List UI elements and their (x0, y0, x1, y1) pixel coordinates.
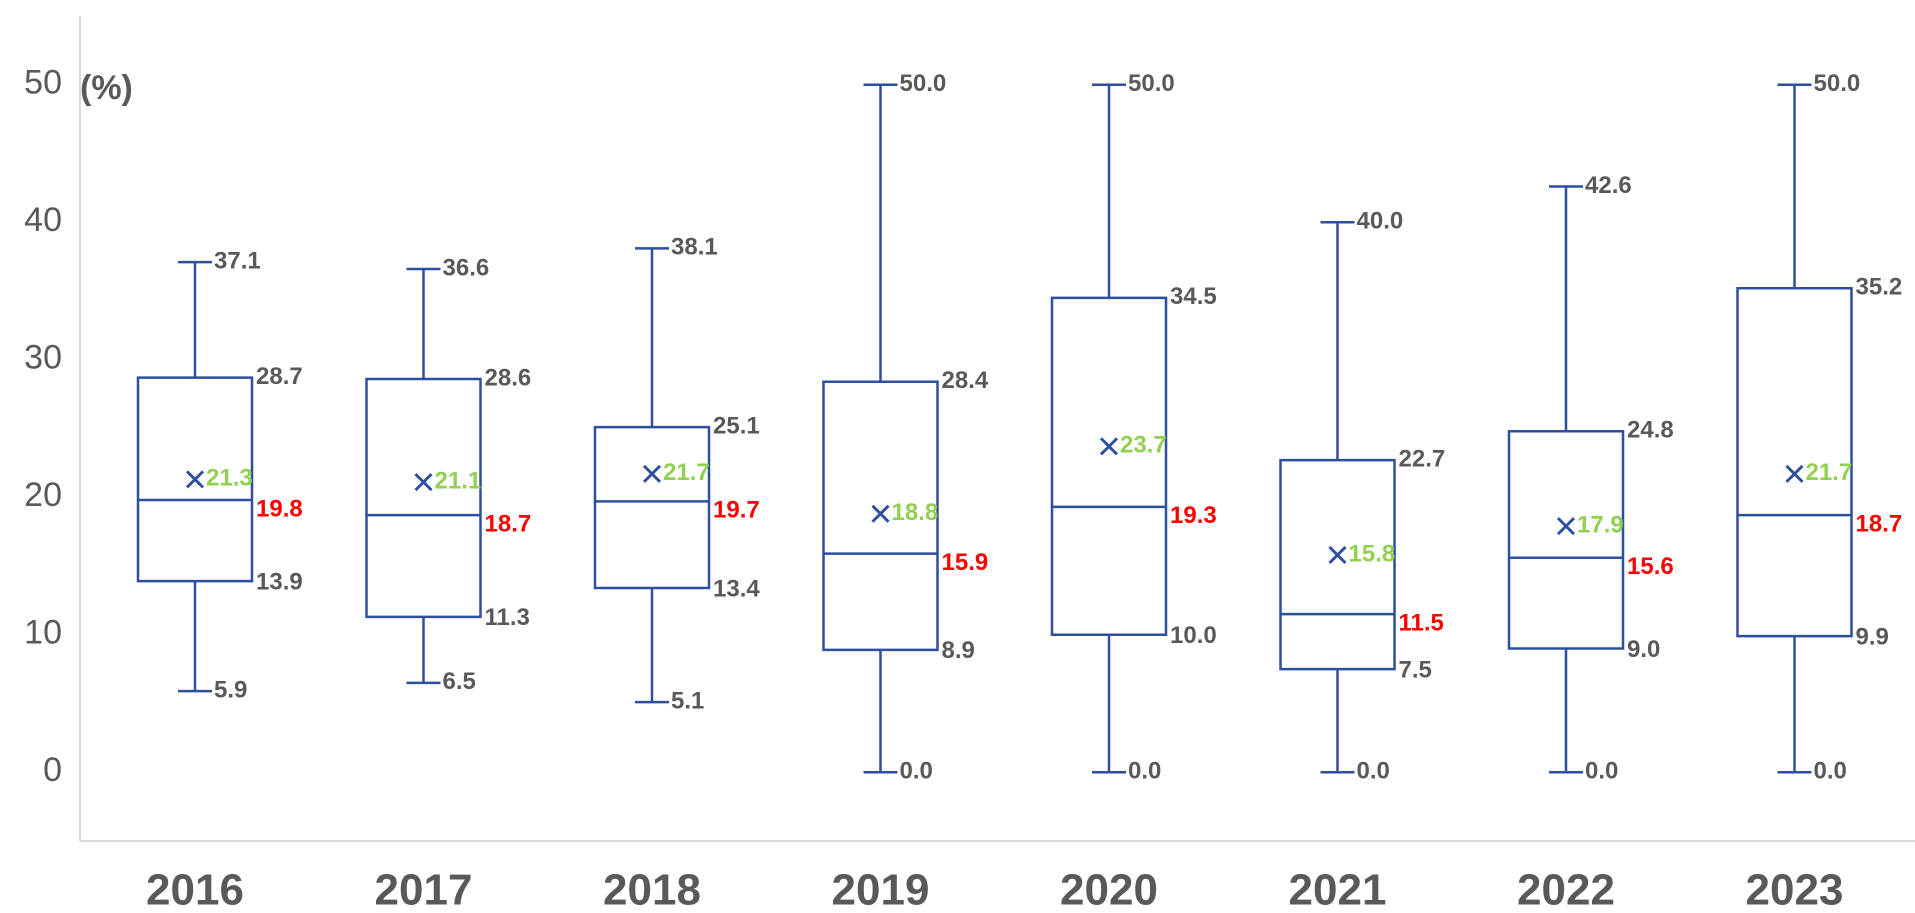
q3-label: 34.5 (1170, 283, 1217, 310)
x-tick-label: 2016 (146, 866, 244, 913)
min-label: 6.5 (443, 668, 476, 695)
median-label: 19.3 (1170, 502, 1217, 529)
mean-label: 23.7 (1120, 432, 1167, 459)
mean-marker (873, 506, 889, 522)
median-label: 19.8 (256, 495, 303, 522)
mean-marker (1787, 466, 1803, 482)
min-label: 0.0 (900, 758, 933, 785)
median-label: 15.6 (1627, 553, 1674, 580)
mean-label: 15.8 (1349, 540, 1396, 567)
y-tick-label: 20 (24, 476, 62, 514)
max-label: 42.6 (1585, 172, 1632, 199)
x-tick-label: 2021 (1289, 866, 1387, 913)
q3-label: 24.8 (1627, 417, 1674, 444)
q1-label: 7.5 (1399, 656, 1432, 683)
mean-label: 21.1 (435, 467, 482, 494)
median-label: 15.9 (942, 549, 989, 576)
y-axis-label: (%) (80, 69, 133, 107)
median-label: 18.7 (485, 510, 532, 537)
max-label: 36.6 (443, 254, 490, 281)
box (367, 379, 481, 617)
mean-label: 21.7 (663, 459, 710, 486)
chart: (%) 01020304050201637.15.928.713.919.821… (0, 0, 1915, 913)
y-tick-label: 10 (24, 614, 62, 652)
median-label: 19.7 (713, 497, 760, 524)
q1-label: 11.3 (485, 604, 530, 631)
q3-label: 28.6 (485, 364, 532, 391)
mean-label: 21.3 (206, 465, 253, 492)
q1-label: 8.9 (942, 637, 975, 664)
max-label: 50.0 (1814, 70, 1861, 97)
mean-marker (1330, 547, 1346, 563)
x-tick-label: 2023 (1746, 866, 1844, 913)
mean-label: 21.7 (1806, 459, 1853, 486)
mean-label: 17.9 (1577, 511, 1624, 538)
x-tick-label: 2018 (603, 866, 701, 913)
q3-label: 22.7 (1399, 445, 1446, 472)
box (595, 427, 709, 588)
median-label: 11.5 (1399, 609, 1444, 636)
mean-marker (1101, 438, 1117, 454)
mean-label: 18.8 (892, 499, 939, 526)
mean-marker (416, 474, 432, 490)
q3-label: 35.2 (1856, 274, 1903, 301)
y-tick-label: 30 (24, 339, 62, 377)
max-label: 40.0 (1357, 208, 1404, 235)
max-label: 50.0 (900, 70, 947, 97)
y-tick-label: 0 (43, 751, 62, 789)
x-tick-label: 2019 (832, 866, 930, 913)
y-tick-label: 40 (24, 201, 62, 239)
max-label: 50.0 (1128, 70, 1175, 97)
min-label: 0.0 (1128, 758, 1161, 785)
q1-label: 13.4 (713, 575, 760, 602)
mean-marker (644, 466, 660, 482)
q1-label: 10.0 (1170, 622, 1217, 649)
x-tick-label: 2020 (1060, 866, 1158, 913)
median-label: 18.7 (1856, 510, 1903, 537)
x-tick-label: 2022 (1517, 866, 1615, 913)
min-label: 0.0 (1814, 758, 1847, 785)
x-tick-label: 2017 (375, 866, 473, 913)
max-label: 37.1 (214, 247, 261, 274)
q3-label: 28.7 (256, 363, 303, 390)
q3-label: 25.1 (713, 412, 760, 439)
min-label: 0.0 (1585, 758, 1618, 785)
min-label: 0.0 (1357, 758, 1390, 785)
q1-label: 9.9 (1856, 623, 1889, 650)
min-label: 5.1 (671, 687, 704, 714)
q1-label: 9.0 (1627, 636, 1660, 663)
box (1052, 298, 1166, 635)
q3-label: 28.4 (942, 367, 989, 394)
y-tick-label: 50 (24, 64, 62, 102)
mean-marker (1558, 518, 1574, 534)
mean-marker (187, 471, 203, 487)
min-label: 5.9 (214, 676, 247, 703)
q1-label: 13.9 (256, 568, 303, 595)
max-label: 38.1 (671, 234, 718, 261)
box (1509, 431, 1623, 648)
